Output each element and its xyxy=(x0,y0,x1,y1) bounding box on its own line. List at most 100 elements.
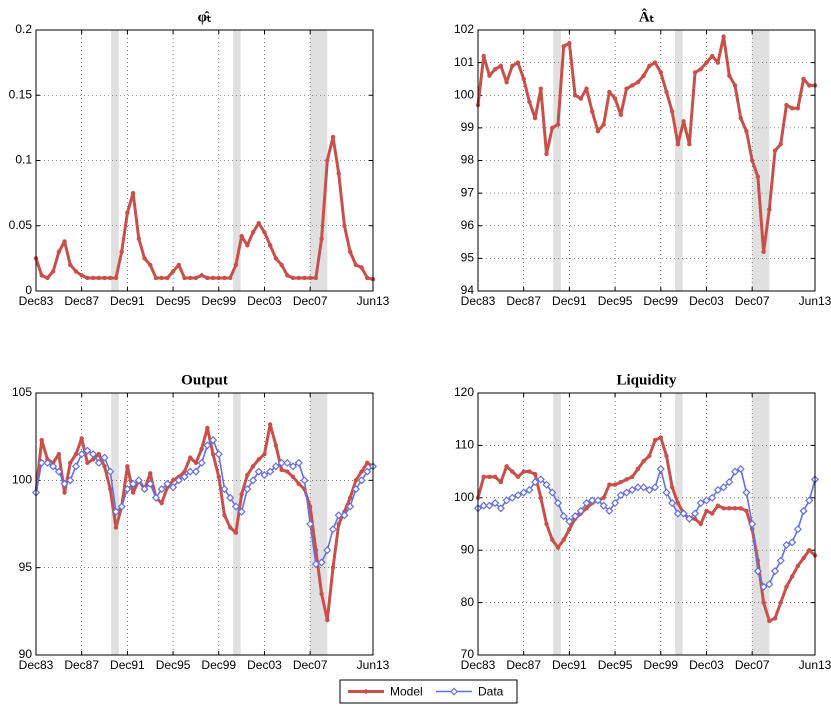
data-marker xyxy=(721,34,726,39)
recession-band xyxy=(752,30,770,291)
data-marker xyxy=(233,530,239,535)
recession-band xyxy=(675,393,683,655)
data-marker xyxy=(267,243,273,248)
data-marker xyxy=(193,460,199,466)
x-tick-label: Dec87 xyxy=(64,658,99,672)
data-marker xyxy=(715,503,721,508)
data-marker xyxy=(106,467,115,476)
data-marker xyxy=(601,122,606,127)
x-tick-label: Jun13 xyxy=(357,658,390,672)
data-marker xyxy=(239,233,244,239)
data-marker xyxy=(163,479,172,488)
data-marker xyxy=(250,230,256,235)
y-tick-label: 94 xyxy=(461,283,475,297)
data-marker xyxy=(102,275,107,281)
x-tick-label: Dec03 xyxy=(689,658,724,672)
data-marker xyxy=(256,220,261,226)
y-tick-label: 0.2 xyxy=(15,22,32,36)
data-marker xyxy=(214,450,223,459)
data-marker xyxy=(485,501,494,510)
data-marker xyxy=(536,475,545,484)
data-marker xyxy=(325,617,330,623)
data-marker xyxy=(347,495,353,500)
data-marker xyxy=(498,479,504,485)
data-marker xyxy=(664,89,669,95)
data-marker xyxy=(250,464,256,469)
data-marker xyxy=(254,467,263,476)
data-marker xyxy=(584,506,589,511)
data-marker xyxy=(593,496,602,505)
x-tick-label: Jun13 xyxy=(799,294,831,308)
data-marker xyxy=(799,506,808,515)
x-tick-label: Dec87 xyxy=(506,294,541,308)
y-tick-label: 99 xyxy=(461,120,475,134)
plot-frame xyxy=(477,392,816,656)
x-tick-label: Dec99 xyxy=(201,658,236,672)
data-marker xyxy=(182,469,187,474)
data-marker xyxy=(325,158,330,163)
data-marker xyxy=(311,560,320,569)
data-marker xyxy=(789,106,795,111)
data-marker xyxy=(60,479,69,488)
x-tick-label: Dec03 xyxy=(689,294,724,308)
data-marker xyxy=(708,493,717,502)
data-marker xyxy=(56,451,62,457)
data-marker xyxy=(732,506,738,511)
data-marker xyxy=(334,511,343,520)
data-marker xyxy=(704,60,709,65)
x-tick-label: Dec87 xyxy=(506,658,541,672)
chart-title: Liquidity xyxy=(616,372,677,388)
y-tick-label: 0.05 xyxy=(9,218,33,232)
data-marker xyxy=(709,53,715,59)
data-marker xyxy=(531,478,540,487)
data-marker xyxy=(668,498,677,508)
data-marker xyxy=(288,462,298,471)
data-marker xyxy=(565,517,574,526)
data-marker xyxy=(134,476,143,485)
data-marker xyxy=(157,485,166,494)
data-marker xyxy=(285,469,290,474)
data-marker xyxy=(96,275,102,281)
data-marker xyxy=(651,483,660,492)
data-marker xyxy=(363,467,372,476)
data-marker xyxy=(601,495,606,500)
data-marker xyxy=(616,491,625,500)
data-marker xyxy=(749,158,755,163)
data-marker xyxy=(290,474,296,480)
data-marker xyxy=(719,483,728,492)
legend-marker xyxy=(449,687,459,696)
data-marker xyxy=(508,493,517,502)
data-marker xyxy=(670,485,675,490)
data-marker xyxy=(647,63,652,69)
data-marker xyxy=(199,273,204,278)
data-marker xyxy=(605,506,614,515)
data-marker xyxy=(492,66,498,72)
data-marker xyxy=(342,223,347,228)
data-marker xyxy=(635,80,641,85)
data-marker xyxy=(307,275,313,281)
data-marker xyxy=(670,109,675,114)
data-marker xyxy=(645,485,654,494)
data-marker xyxy=(767,207,772,212)
y-tick-label: 0 xyxy=(25,283,32,297)
data-marker xyxy=(559,512,568,521)
data-marker xyxy=(50,269,56,274)
x-tick-label: Dec83 xyxy=(461,658,496,672)
x-tick-label: Dec83 xyxy=(19,294,54,308)
data-marker xyxy=(68,262,73,268)
data-marker xyxy=(532,115,538,121)
data-marker xyxy=(96,451,102,457)
data-marker xyxy=(79,273,84,278)
data-line xyxy=(476,35,815,254)
data-marker xyxy=(306,519,315,529)
data-marker xyxy=(283,458,292,467)
data-marker xyxy=(336,171,341,176)
data-marker xyxy=(572,93,578,98)
data-marker xyxy=(487,73,492,78)
data-marker xyxy=(732,83,738,88)
data-marker xyxy=(319,591,324,597)
data-marker xyxy=(742,488,751,497)
x-tick-label: Dec03 xyxy=(247,658,282,672)
data-marker xyxy=(513,491,523,500)
